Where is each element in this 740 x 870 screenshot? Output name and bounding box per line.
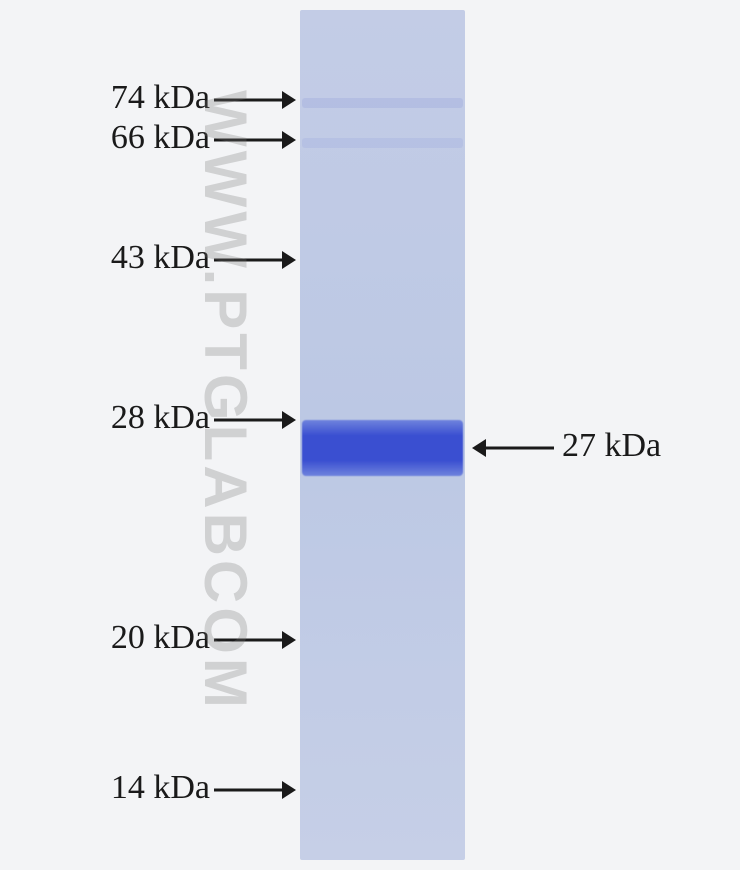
arrow-head-right-icon xyxy=(282,91,296,109)
marker-label: 20 kDa xyxy=(0,619,210,657)
arrow-shaft xyxy=(214,419,282,422)
marker-label: 66 kDa xyxy=(0,119,210,157)
faint-band xyxy=(302,138,463,148)
marker-label: 14 kDa xyxy=(0,769,210,807)
arrow-head-left-icon xyxy=(472,439,486,457)
sample-band xyxy=(302,420,463,476)
marker-label: 43 kDa xyxy=(0,239,210,277)
arrow-shaft xyxy=(214,639,282,642)
arrow-head-right-icon xyxy=(282,131,296,149)
marker-label: 74 kDa xyxy=(0,79,210,117)
sample-label: 27 kDa xyxy=(562,427,661,465)
faint-band xyxy=(302,98,463,108)
gel-canvas: 74 kDa66 kDa 43 kDa 28 kDa 20 kDa 14 kDa 27 … xyxy=(0,0,740,870)
arrow-head-right-icon xyxy=(282,411,296,429)
arrow-shaft xyxy=(214,99,282,102)
arrow-head-right-icon xyxy=(282,631,296,649)
arrow-head-right-icon xyxy=(282,781,296,799)
arrow-shaft xyxy=(214,789,282,792)
arrow-shaft xyxy=(486,447,554,450)
marker-label: 28 kDa xyxy=(0,399,210,437)
arrow-head-right-icon xyxy=(282,251,296,269)
arrow-shaft xyxy=(214,139,282,142)
arrow-shaft xyxy=(214,259,282,262)
